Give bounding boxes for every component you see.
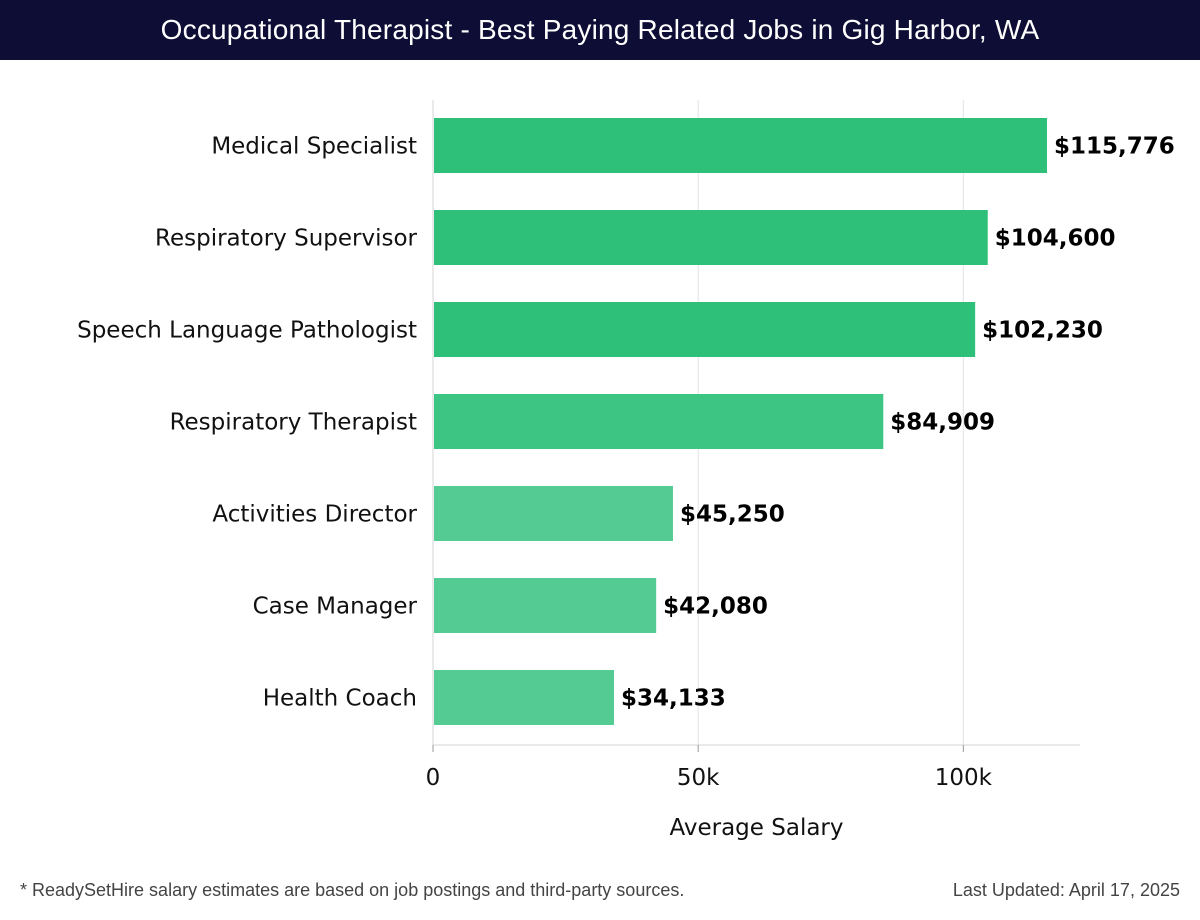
x-tick-label: 50k [677, 765, 720, 791]
last-updated: Last Updated: April 17, 2025 [952, 880, 1180, 900]
category-label: Respiratory Supervisor [155, 226, 418, 252]
value-label: $102,230 [982, 318, 1103, 344]
footnote: * ReadySetHire salary estimates are base… [20, 880, 685, 900]
category-label: Activities Director [212, 502, 417, 528]
bar [434, 578, 657, 633]
category-label: Case Manager [253, 594, 418, 620]
category-label: Speech Language Pathologist [77, 318, 417, 344]
chart-title: Occupational Therapist - Best Paying Rel… [160, 14, 1040, 45]
value-label: $34,133 [621, 686, 726, 712]
value-label: $115,776 [1054, 134, 1175, 160]
bar [434, 210, 988, 265]
value-label: $42,080 [663, 594, 768, 620]
x-tick-label: 100k [935, 765, 993, 791]
x-tick-label: 0 [426, 765, 441, 791]
bar [434, 118, 1047, 173]
chart-header: Occupational Therapist - Best Paying Rel… [0, 0, 1200, 60]
x-axis-label: Average Salary [669, 815, 843, 841]
category-label: Medical Specialist [211, 134, 417, 160]
bar [434, 394, 884, 449]
category-label: Respiratory Therapist [170, 410, 417, 436]
bar [434, 486, 673, 541]
bar [434, 670, 615, 725]
value-label: $104,600 [995, 226, 1116, 252]
bar [434, 302, 976, 357]
bar-chart: Medical Specialist $115,776 Respiratory Su… [77, 100, 1175, 841]
value-label: $84,909 [890, 410, 995, 436]
value-label: $45,250 [680, 502, 785, 528]
category-label: Health Coach [263, 686, 417, 712]
